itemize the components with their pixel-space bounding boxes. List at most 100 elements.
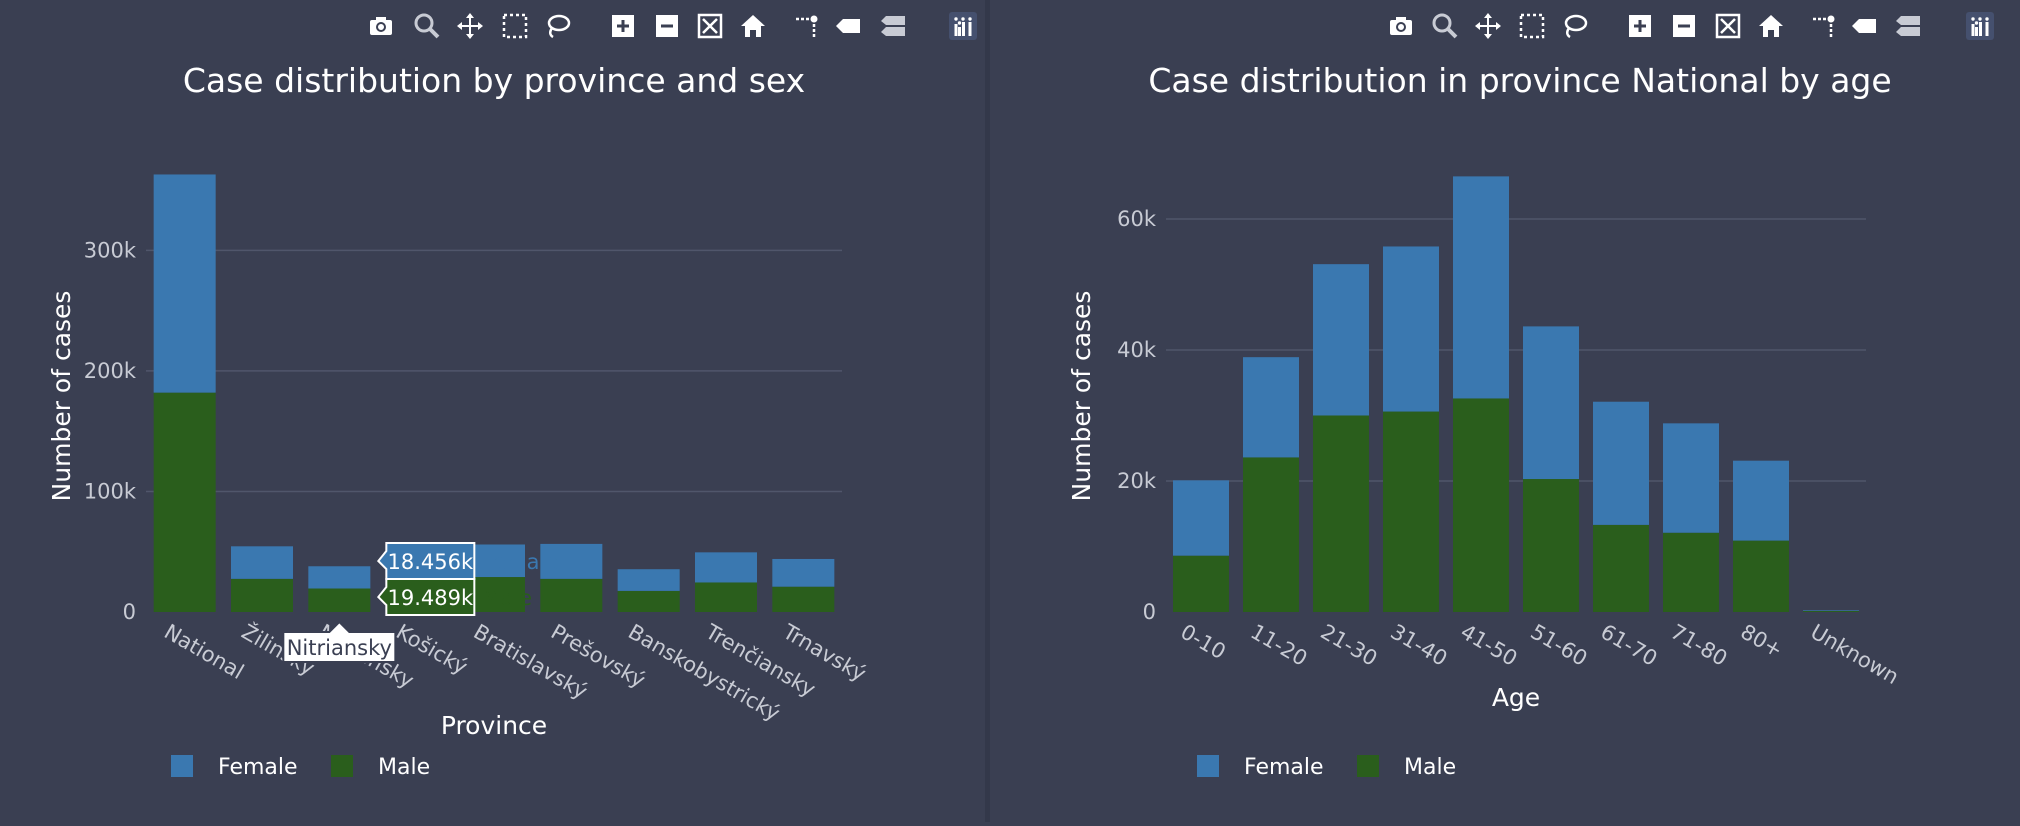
hover-value-male: 19.489k [388,586,474,610]
bar-male-9[interactable] [1803,611,1859,612]
plotly-logo-icon[interactable] [1964,10,1996,42]
bar-female-0[interactable] [153,174,216,393]
zoom-in-icon[interactable] [607,10,639,42]
legend-label-male[interactable]: Male [378,755,430,780]
bar-male-6[interactable] [617,590,680,612]
bar-female-9[interactable] [1803,610,1859,612]
zoom-out-icon[interactable] [1668,10,1700,42]
bar-male-4[interactable] [1453,398,1509,612]
y-tick-label: 0 [123,600,136,624]
x-tick-label: 61-70 [1597,620,1662,671]
modebar [365,10,985,42]
province-sex-chart[interactable]: Case distribution by province and sex 0 10… [0,0,985,822]
bar-male-0[interactable] [153,392,216,612]
legend-label-male[interactable]: Male [1404,755,1456,780]
bar-female-8[interactable] [1733,460,1789,541]
camera-icon[interactable] [1385,10,1417,42]
bar-male-2[interactable] [1313,415,1369,612]
chart-panel-age: Case distribution in province National b… [990,0,2020,822]
bar-female-5[interactable] [540,543,603,579]
hover-closest-icon[interactable] [832,10,864,42]
bar-male-7[interactable] [695,582,757,612]
bar-female-1[interactable] [1243,357,1299,458]
bar-male-1[interactable] [1243,457,1299,612]
x-axis-title: Age [1492,683,1540,712]
y-tick-label: 0 [1143,600,1156,624]
bar-female-6[interactable] [617,569,680,591]
x-tick-label: 80+ [1737,620,1787,663]
hover-box-male [376,578,476,616]
spike-lines-icon[interactable] [790,10,822,42]
chart-title: Case distribution in province National b… [1148,61,1891,100]
hover-compare-icon[interactable] [877,10,909,42]
hover-trace-female: Female [482,550,558,574]
legend-swatch-male[interactable] [331,755,353,777]
reset-axes-icon[interactable] [737,10,769,42]
hover-value-female: 18.456k [388,550,474,574]
bar-male-3[interactable] [1383,411,1439,612]
autoscale-icon[interactable] [1712,10,1744,42]
panel-divider [985,0,990,822]
zoom-icon[interactable] [411,10,443,42]
y-tick-label: 60k [1117,207,1157,231]
x-tick-label: 31-40 [1387,620,1452,671]
bar-male-8[interactable] [772,586,835,612]
bar-male-5[interactable] [540,578,603,612]
x-tick-label: 21-30 [1317,620,1382,671]
pan-icon[interactable] [454,10,486,42]
x-tick-label: 51-60 [1527,620,1592,671]
bar-female-7[interactable] [695,552,757,583]
bar-female-2[interactable] [308,566,371,589]
box-select-icon[interactable] [499,10,531,42]
bar-male-0[interactable] [1173,555,1229,612]
bar-female-1[interactable] [231,546,293,579]
bar-male-6[interactable] [1593,524,1649,612]
x-tick-label: National [160,620,248,685]
legend-label-female[interactable]: Female [1244,755,1324,780]
bar-male-5[interactable] [1523,479,1579,612]
pan-icon[interactable] [1472,10,1504,42]
spike-lines-icon[interactable] [1807,10,1839,42]
box-select-icon[interactable] [1516,10,1548,42]
hover-closest-icon[interactable] [1848,10,1880,42]
hover-compare-icon[interactable] [1892,10,1924,42]
y-tick-label: 40k [1117,338,1157,362]
camera-icon[interactable] [365,10,397,42]
bar-female-2[interactable] [1313,264,1369,416]
age-chart[interactable]: Case distribution in province National b… [990,0,2020,822]
bar-female-5[interactable] [1523,326,1579,480]
bar-female-3[interactable] [1383,246,1439,412]
x-axis-title: Province [441,711,547,740]
autoscale-icon[interactable] [694,10,726,42]
bar-male-8[interactable] [1733,540,1789,612]
hover-box-female [376,542,476,580]
chart-panel-province: Case distribution by province and sex 0 10… [0,0,985,822]
zoom-in-icon[interactable] [1624,10,1656,42]
zoom-icon[interactable] [1429,10,1461,42]
chart-title: Case distribution by province and sex [183,61,805,100]
y-tick-label: 100k [84,479,137,503]
modebar [1385,10,2020,42]
reset-axes-icon[interactable] [1755,10,1787,42]
bar-female-0[interactable] [1173,480,1229,556]
bar-female-8[interactable] [772,558,835,587]
legend-label-female[interactable]: Female [218,755,298,780]
bar-male-7[interactable] [1663,532,1719,612]
lasso-select-icon[interactable] [1559,10,1591,42]
hover-category-label: Nitriansky [287,636,392,660]
x-tick-label: Unknown [1807,620,1903,690]
lasso-select-icon[interactable] [542,10,574,42]
bar-male-2[interactable] [308,588,371,612]
bar-female-6[interactable] [1593,401,1649,525]
legend-swatch-female[interactable] [171,755,193,777]
x-tick-label: 41-50 [1457,620,1522,671]
plotly-logo-icon[interactable] [947,10,979,42]
bar-male-1[interactable] [231,578,293,612]
legend-swatch-female[interactable] [1197,755,1219,777]
bar-female-7[interactable] [1663,423,1719,533]
legend-swatch-male[interactable] [1357,755,1379,777]
x-tick-label: 0-10 [1177,620,1230,665]
zoom-out-icon[interactable] [651,10,683,42]
bar-female-4[interactable] [1453,176,1509,399]
y-axis-title: Number of cases [1067,291,1096,502]
